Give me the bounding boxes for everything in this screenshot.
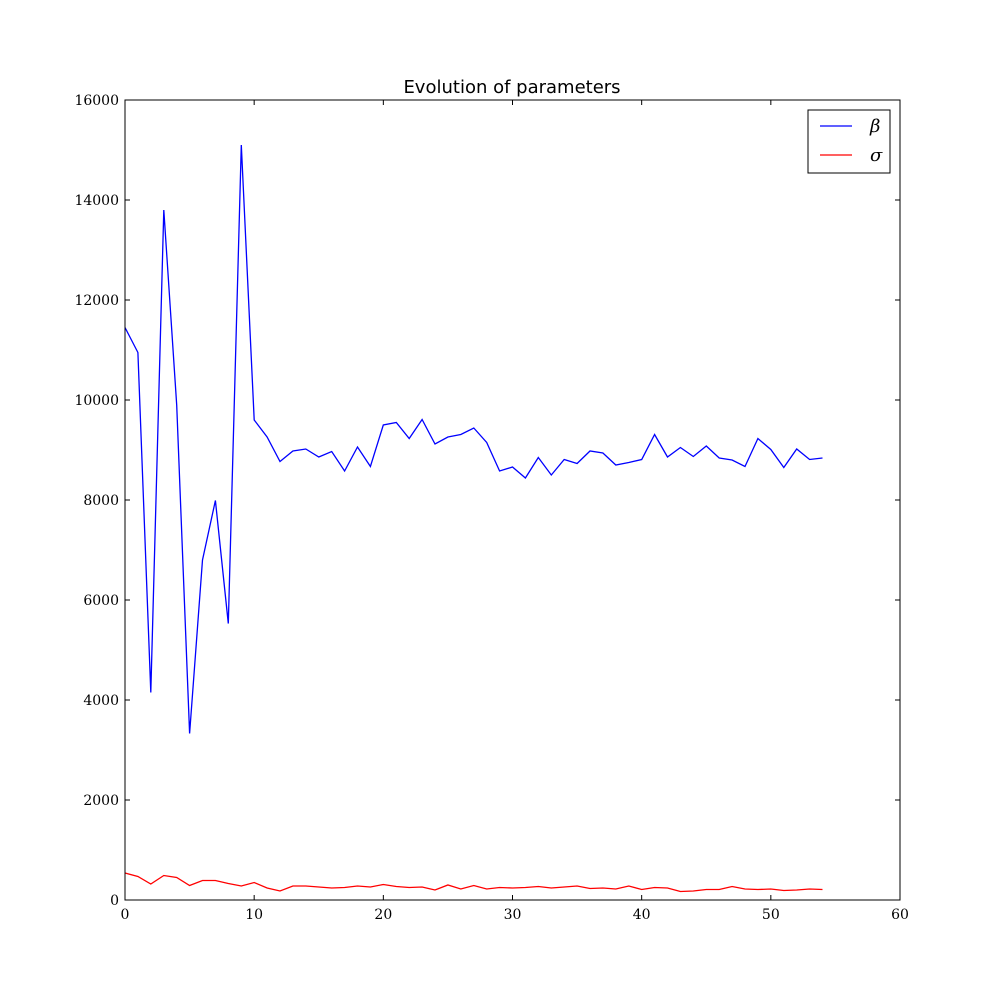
x-tick-label: 40: [633, 907, 651, 923]
y-tick-label: 10000: [74, 393, 119, 409]
x-tick-label: 0: [121, 907, 130, 923]
legend: βσ: [807, 109, 891, 174]
legend-box: [807, 109, 891, 174]
x-tick-label: 50: [762, 907, 780, 923]
x-tick-label: 60: [891, 907, 909, 923]
legend-label: β: [869, 116, 880, 137]
legend-label: σ: [870, 145, 883, 166]
series-line-beta: [124, 144, 823, 734]
series-line-sigma: [124, 872, 823, 893]
y-tick-label: 14000: [74, 193, 119, 209]
y-tick-label: 2000: [83, 793, 119, 809]
x-tick-label: 10: [245, 907, 263, 923]
y-tick-label: 8000: [83, 493, 119, 509]
chart-title: Evolution of parameters: [403, 77, 620, 98]
y-tick-label: 6000: [83, 593, 119, 609]
y-tick-label: 12000: [74, 293, 119, 309]
y-tick-label: 16000: [74, 93, 119, 109]
plot-frame: [124, 99, 901, 901]
x-tick-label: 30: [504, 907, 522, 923]
y-tick-label: 0: [110, 893, 119, 909]
x-tick-label: 20: [374, 907, 392, 923]
y-tick-label: 4000: [83, 693, 119, 709]
